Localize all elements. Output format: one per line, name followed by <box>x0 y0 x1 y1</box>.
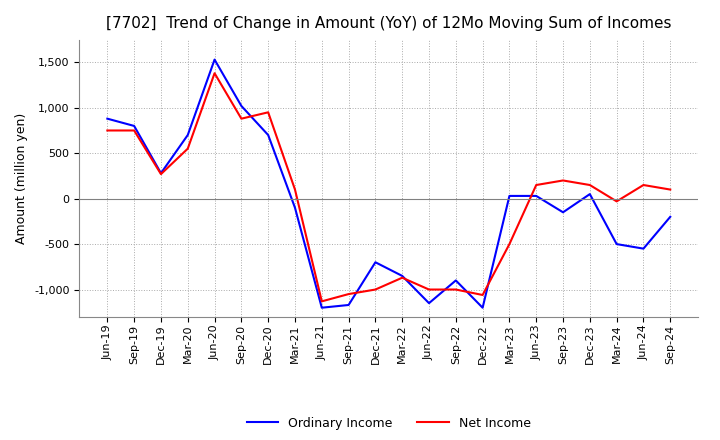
Ordinary Income <box>130 123 138 128</box>
Ordinary Income <box>237 103 246 109</box>
Net Income <box>451 287 460 292</box>
Ordinary Income <box>425 301 433 306</box>
Net Income <box>184 146 192 151</box>
Net Income <box>639 182 648 187</box>
Net Income <box>532 182 541 187</box>
Ordinary Income <box>184 132 192 138</box>
Net Income <box>318 299 326 304</box>
Ordinary Income <box>318 305 326 310</box>
Ordinary Income <box>398 273 407 279</box>
Title: [7702]  Trend of Change in Amount (YoY) of 12Mo Moving Sum of Incomes: [7702] Trend of Change in Amount (YoY) o… <box>106 16 672 32</box>
Net Income <box>559 178 567 183</box>
Ordinary Income <box>291 205 300 210</box>
Ordinary Income <box>157 171 166 176</box>
Legend: Ordinary Income, Net Income: Ordinary Income, Net Income <box>242 412 536 435</box>
Net Income <box>237 116 246 121</box>
Net Income <box>666 187 675 192</box>
Ordinary Income <box>559 209 567 215</box>
Net Income <box>291 187 300 192</box>
Ordinary Income <box>103 116 112 121</box>
Ordinary Income <box>505 193 514 198</box>
Net Income <box>210 70 219 76</box>
Net Income <box>478 292 487 297</box>
Ordinary Income <box>344 302 353 308</box>
Ordinary Income <box>210 57 219 62</box>
Ordinary Income <box>532 193 541 198</box>
Ordinary Income <box>451 278 460 283</box>
Ordinary Income <box>585 191 594 197</box>
Line: Net Income: Net Income <box>107 73 670 301</box>
Ordinary Income <box>264 132 272 138</box>
Net Income <box>612 199 621 204</box>
Ordinary Income <box>612 242 621 247</box>
Net Income <box>344 291 353 297</box>
Net Income <box>103 128 112 133</box>
Ordinary Income <box>666 214 675 220</box>
Net Income <box>371 287 379 292</box>
Net Income <box>264 110 272 115</box>
Net Income <box>130 128 138 133</box>
Ordinary Income <box>478 305 487 310</box>
Net Income <box>585 182 594 187</box>
Y-axis label: Amount (million yen): Amount (million yen) <box>15 113 28 244</box>
Ordinary Income <box>371 260 379 265</box>
Net Income <box>398 275 407 280</box>
Line: Ordinary Income: Ordinary Income <box>107 59 670 308</box>
Net Income <box>505 242 514 247</box>
Net Income <box>157 172 166 177</box>
Ordinary Income <box>639 246 648 251</box>
Net Income <box>425 287 433 292</box>
